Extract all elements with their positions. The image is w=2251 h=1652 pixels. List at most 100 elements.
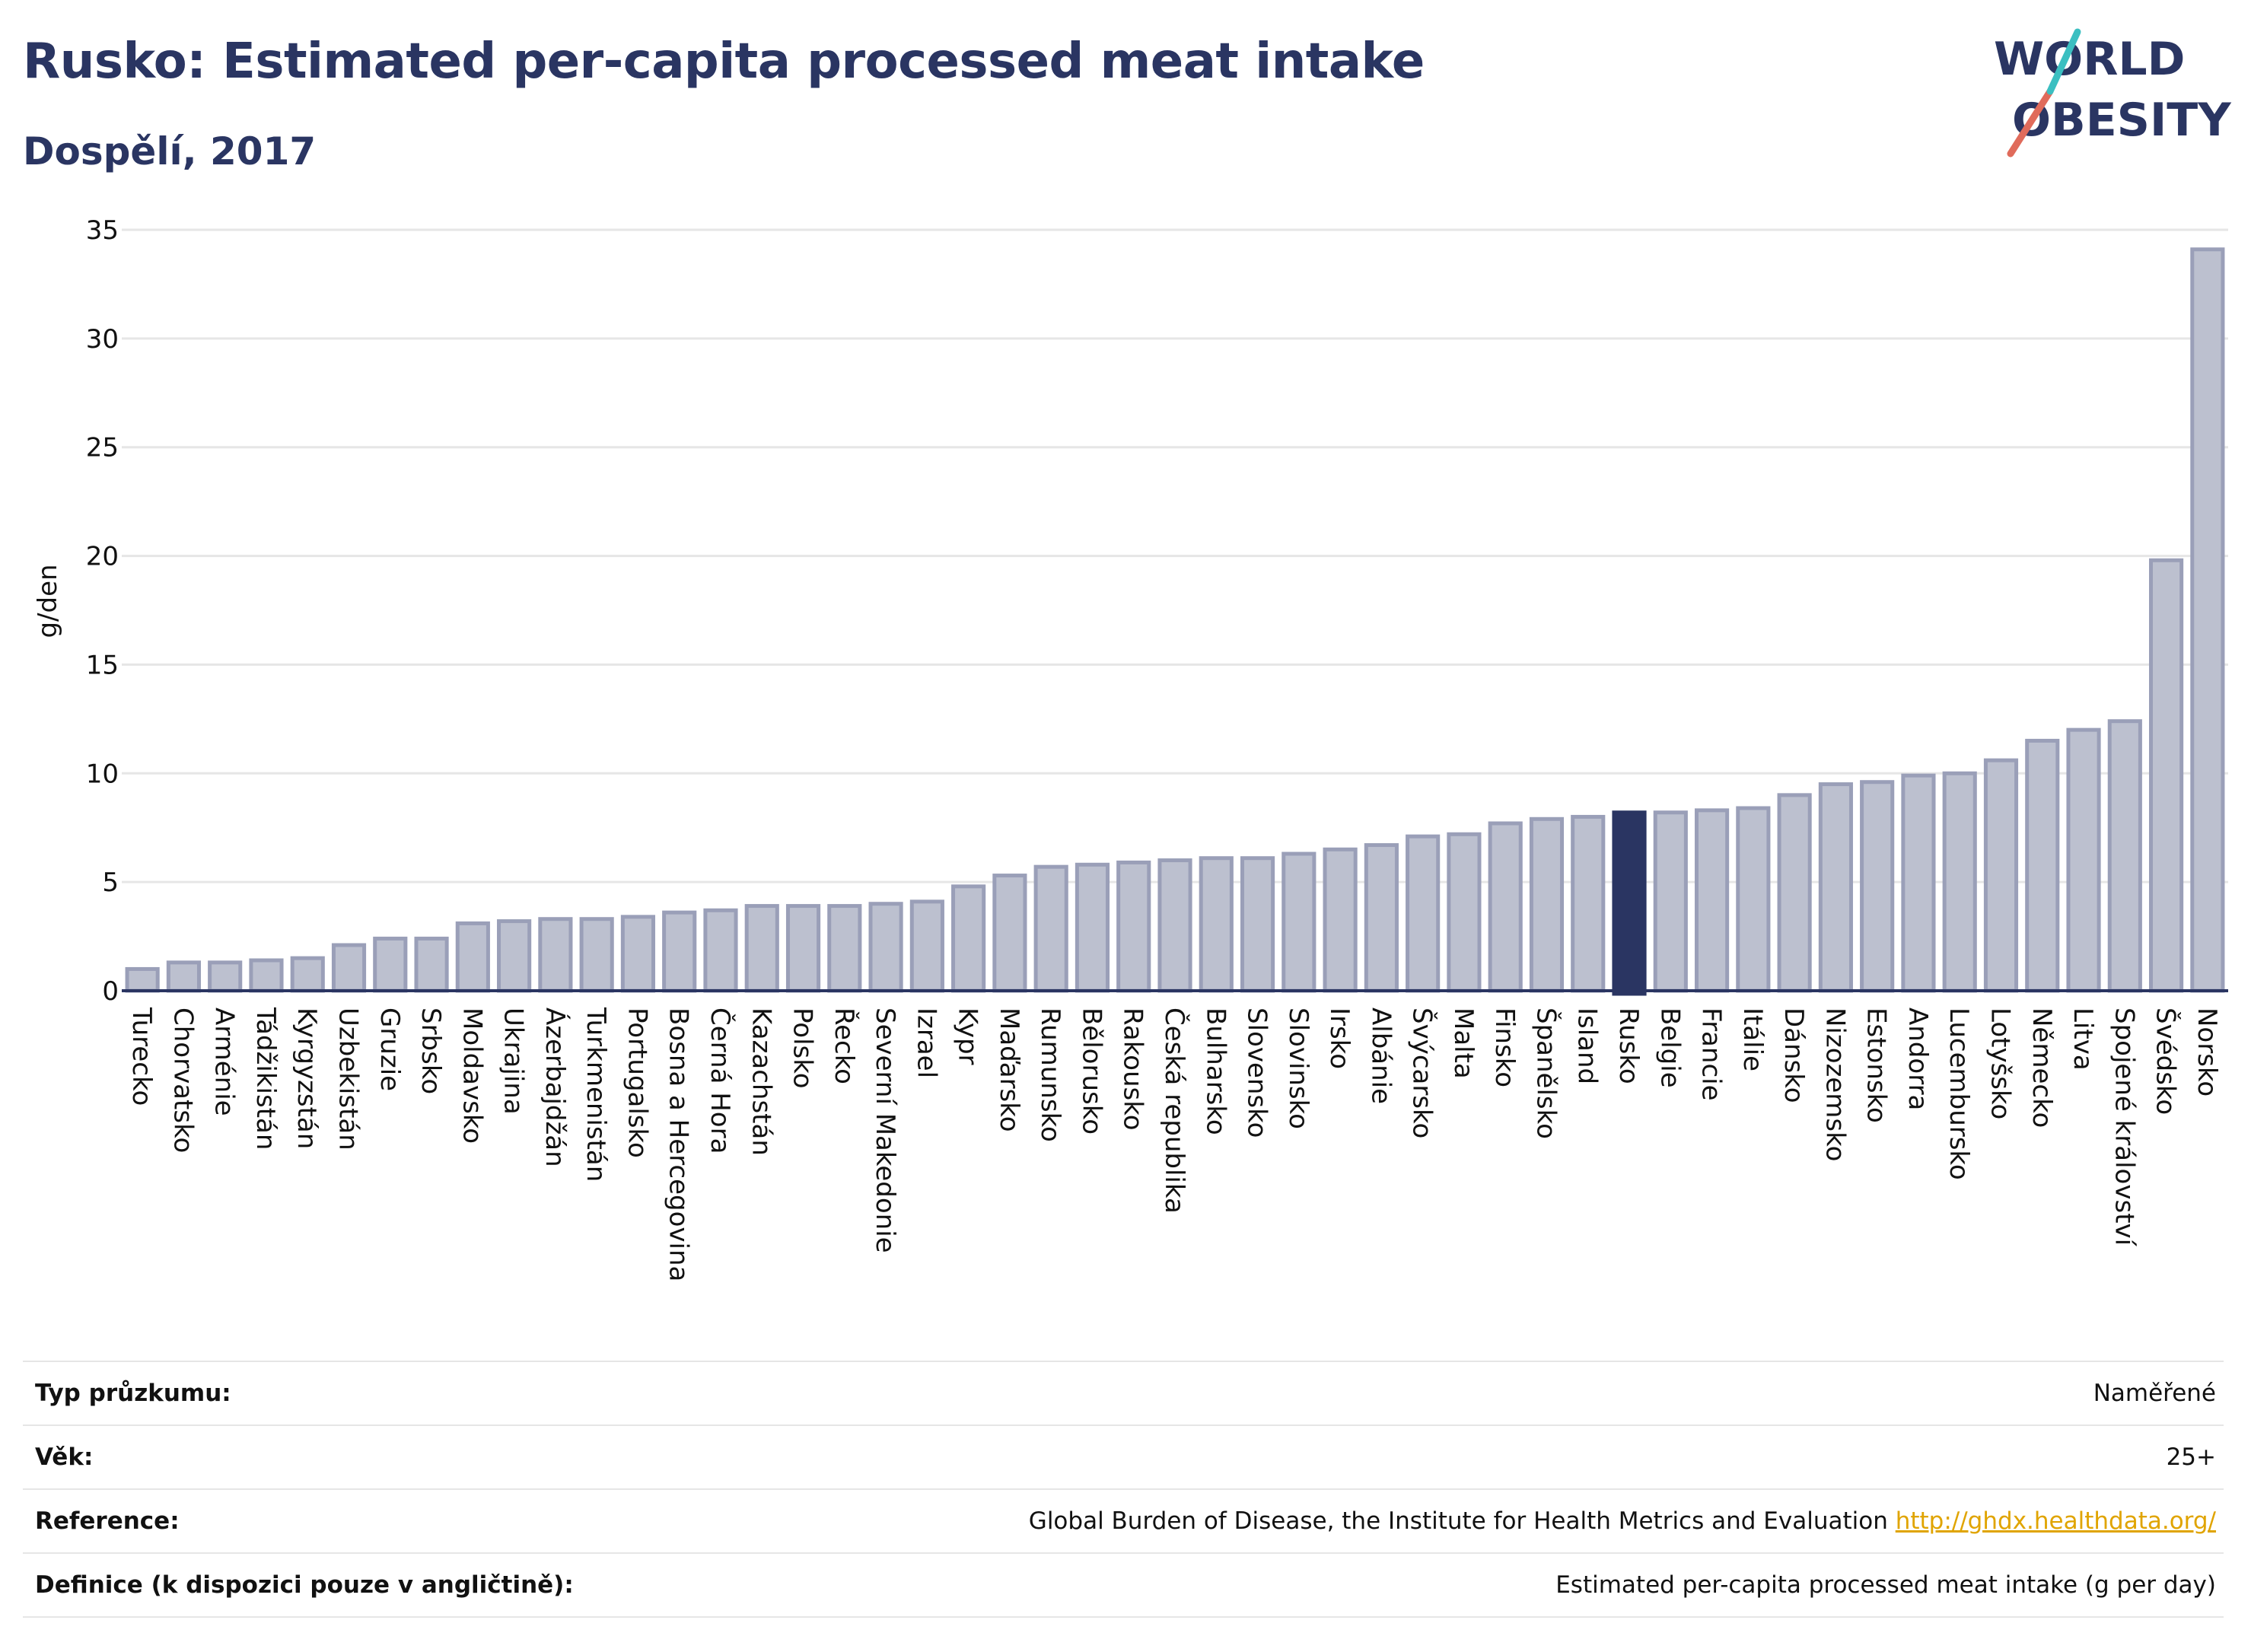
x-tick-label: Albánie	[1365, 1007, 1396, 1104]
x-tick-label: Česká republika	[1159, 1007, 1190, 1214]
bar	[1075, 862, 1110, 993]
x-tick-label: Bělorusko	[1076, 1007, 1106, 1135]
info-row-age: Věk: 25+	[23, 1424, 2224, 1488]
bar	[951, 884, 986, 993]
bar	[538, 917, 573, 993]
x-tick-label: Rakousko	[1118, 1007, 1148, 1131]
bar	[1777, 793, 1812, 993]
x-tick-label: Tádžikistán	[250, 1007, 281, 1150]
info-label: Typ průzkumu:	[35, 1380, 231, 1407]
bar	[579, 917, 614, 993]
x-tick-label: Izrael	[911, 1007, 941, 1078]
x-tick-label: Nizozemsko	[1820, 1007, 1850, 1161]
y-tick-label: 5	[102, 867, 119, 898]
y-tick-label: 0	[102, 976, 119, 1007]
info-label: Věk:	[35, 1444, 94, 1471]
logo-line2: OBESITY	[2012, 94, 2232, 147]
y-axis-ticks: 0 5 10 15 20 25 30 35	[86, 215, 119, 1007]
bar	[909, 899, 944, 993]
x-tick-label: Arménie	[209, 1007, 240, 1116]
x-tick-label: Kazachstán	[746, 1007, 776, 1156]
x-tick-label: Moldavsko	[457, 1007, 487, 1144]
bar	[1406, 834, 1441, 993]
bar	[1447, 832, 1482, 993]
x-tick-label: Island	[1572, 1007, 1603, 1084]
x-tick-label: Norsko	[2192, 1007, 2222, 1097]
info-value: Estimated per-capita processed meat inta…	[1555, 1571, 2216, 1599]
bar	[1282, 851, 1317, 993]
x-tick-label: Francie	[1696, 1007, 1727, 1101]
x-tick-label: Malta	[1448, 1007, 1479, 1079]
info-row-survey-type: Typ průzkumu: Naměřené	[23, 1361, 2224, 1424]
bar	[373, 936, 408, 993]
bar	[1364, 843, 1399, 993]
x-tick-label: Lotyšsko	[1985, 1007, 2015, 1119]
bar	[992, 874, 1027, 993]
x-tick-label: Uzbekistán	[333, 1007, 364, 1151]
x-tick-label: Kypr	[953, 1007, 983, 1065]
x-tick-label: Belgie	[1654, 1007, 1685, 1088]
bar	[414, 936, 449, 993]
x-tick-label: Chorvatsko	[167, 1007, 198, 1153]
bar	[1116, 860, 1151, 993]
reference-link[interactable]: http://ghdx.healthdata.org/	[1895, 1507, 2216, 1535]
bar	[331, 943, 367, 993]
bar	[166, 960, 201, 993]
bar	[1818, 782, 1853, 993]
bar	[662, 910, 697, 993]
x-tick-label: Turecko	[126, 1007, 157, 1106]
info-row-reference: Reference: Global Burden of Disease, the…	[23, 1488, 2224, 1552]
bar	[1571, 814, 1606, 993]
x-tick-label: Gruzie	[374, 1007, 405, 1091]
x-tick-label: Ázerbajdžán	[540, 1007, 571, 1167]
bar	[1653, 810, 1688, 993]
bar-highlighted	[1612, 810, 1647, 996]
x-tick-label: Finsko	[1489, 1007, 1520, 1087]
x-tick-label: Německo	[2027, 1007, 2057, 1128]
bar	[208, 960, 243, 993]
bar	[868, 902, 903, 993]
bar	[620, 915, 656, 993]
bar	[1901, 773, 1936, 993]
x-tick-label: Rumunsko	[1035, 1007, 1065, 1142]
x-tick-label: Irsko	[1324, 1007, 1355, 1069]
info-row-definition: Definice (k dispozici pouze v angličtině…	[23, 1552, 2224, 1618]
bar	[785, 904, 821, 993]
logo-slash-coral	[2007, 88, 2054, 158]
y-axis-title: g/den	[33, 564, 63, 638]
x-tick-label: Itálie	[1737, 1007, 1768, 1071]
x-tick-label: Srbsko	[415, 1007, 446, 1094]
y-tick-label: 20	[86, 542, 119, 572]
page-title: Rusko: Estimated per-capita processed me…	[23, 33, 1425, 90]
x-tick-label: Portugalsko	[622, 1007, 652, 1158]
bar	[455, 921, 490, 993]
x-tick-label: Ukrajina	[498, 1007, 529, 1115]
bar	[249, 958, 284, 993]
x-tick-label: Švýcarsko	[1407, 1007, 1438, 1138]
info-label: Reference:	[35, 1507, 180, 1535]
bar	[2025, 738, 2060, 993]
reference-text: Global Burden of Disease, the Institute …	[1028, 1507, 1888, 1535]
x-tick-label: Dánsko	[1778, 1007, 1809, 1103]
bar	[2107, 719, 2142, 993]
info-value: Naměřené	[2093, 1380, 2216, 1407]
info-value-reference: Global Burden of Disease, the Institute …	[1029, 1507, 2224, 1535]
logo-line1: WORLD	[1994, 33, 2185, 86]
x-tick-label: Polsko	[788, 1007, 818, 1089]
bar	[1529, 816, 1565, 993]
page-subtitle: Dospělí, 2017	[23, 129, 317, 173]
info-label: Definice (k dispozici pouze v angličtině…	[35, 1571, 574, 1599]
info-table: Typ průzkumu: Naměřené Věk: 25+ Referenc…	[23, 1361, 2224, 1618]
x-tick-label: Litva	[2068, 1007, 2098, 1071]
x-tick-label: Rusko	[1613, 1007, 1644, 1084]
y-tick-label: 15	[86, 650, 119, 680]
x-tick-label: Turkmenistán	[581, 1007, 611, 1182]
y-tick-label: 30	[86, 324, 119, 355]
bar	[1942, 771, 1977, 993]
x-tick-label: Slovinsko	[1283, 1007, 1313, 1129]
bar	[1860, 780, 1895, 993]
bar	[1157, 858, 1192, 993]
x-axis-labels: Turecko Chorvatsko Arménie Tádžikistán Kyrgy…	[126, 1007, 2222, 1281]
bar	[2066, 727, 2101, 993]
bar	[2190, 247, 2225, 993]
